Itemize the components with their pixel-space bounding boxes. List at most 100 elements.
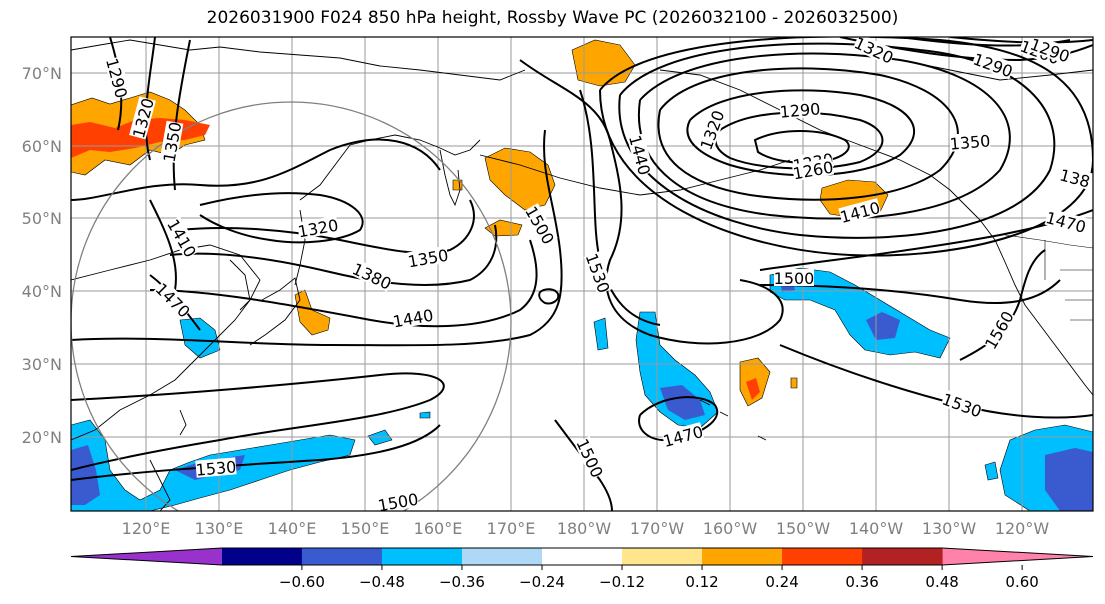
- contour-label: 138: [1058, 165, 1092, 191]
- negative-anomaly-patch: [660, 385, 705, 420]
- colorbar-tick-label: −0.12: [599, 573, 645, 591]
- coastline-alaska: [659, 69, 981, 221]
- contour-label: 1380: [349, 259, 394, 293]
- longitude-label: 130°W: [922, 519, 977, 538]
- contour-label: 1290: [102, 56, 131, 100]
- figure-title: 2026031900 F024 850 hPa height, Rossby W…: [206, 8, 899, 28]
- contour-label-bg: [1044, 208, 1088, 235]
- contour-1500-mid: [554, 419, 613, 511]
- coastline-asia: [71, 39, 526, 81]
- colorbar-segment: [221, 548, 303, 565]
- radius-circle: [71, 101, 512, 511]
- contour-label: 1290: [779, 99, 821, 121]
- colorbar-tick-label: 0.36: [845, 573, 878, 591]
- contour-label-bg: [523, 203, 558, 247]
- negative-anomaly-patch: [1045, 448, 1093, 511]
- longitude-label: 170°E: [487, 519, 536, 538]
- map-frame: [70, 36, 1094, 512]
- colorbar-tick-label: −0.36: [439, 573, 485, 591]
- longitude-label: 150°W: [776, 519, 831, 538]
- contour-closed-small: [538, 288, 560, 305]
- coastline-china: [71, 244, 261, 441]
- contour-1350-low: [637, 52, 1011, 220]
- coastline-kamchatka: [439, 149, 461, 207]
- contour-label-bg: [1028, 34, 1072, 65]
- contour-label-bg: [129, 96, 156, 140]
- contour-label-bg: [852, 33, 896, 66]
- coastline-aleutians: [479, 154, 791, 196]
- contour-label-bg: [104, 56, 131, 100]
- contour-label-bg: [153, 279, 194, 320]
- latitude-label: 40°N: [22, 282, 62, 301]
- contour-label: 1470: [661, 422, 705, 451]
- contour-1320-trough: [199, 192, 364, 244]
- contour-label-bg: [583, 251, 614, 295]
- contour-label-bg: [940, 389, 984, 420]
- colorbar-segment: [942, 548, 1093, 565]
- colorbar-tick-label: 0.24: [765, 573, 798, 591]
- longitude-label: 120°W: [995, 519, 1050, 538]
- coastline-japan: [249, 277, 301, 346]
- longitude-label: 180°W: [557, 519, 612, 538]
- negative-anomaly-patch: [71, 445, 100, 505]
- contour-label: 1530: [582, 251, 614, 296]
- latitude-label: 20°N: [22, 428, 62, 447]
- positive-anomaly-patch: [571, 39, 636, 87]
- contour-label-bg: [1053, 164, 1097, 191]
- colorbar-segment: [622, 548, 703, 565]
- longitude-label: 160°W: [703, 519, 758, 538]
- longitude-label: 160°E: [414, 519, 463, 538]
- contour-1440-north: [519, 59, 784, 345]
- contour-label-bg: [165, 216, 200, 260]
- contour-label: 1350: [406, 246, 449, 272]
- contour-label: 1290: [970, 50, 1015, 82]
- colorbar-outline: [70, 547, 1094, 566]
- contour-1410-left: [149, 199, 177, 291]
- contour-label: 1440: [391, 306, 434, 332]
- strong-positive-anomaly-patch: [746, 378, 760, 400]
- longitude-label: 120°E: [122, 519, 171, 538]
- contour-label-bg: [350, 259, 394, 292]
- longitude-labels: 120°E 130°E 140°E 150°E 160°E 170°E 180°W 170°W…: [122, 519, 1050, 538]
- contour-label-bg: [791, 157, 835, 182]
- graticule: [71, 37, 1093, 511]
- colorbar-segment: [782, 548, 863, 565]
- contour-1500-south: [71, 424, 441, 481]
- coastline-hawaii: [699, 399, 767, 441]
- colorbar-tick-label: −0.60: [279, 573, 325, 591]
- negative-anomaly-patch: [866, 312, 900, 340]
- contour-label-bg: [406, 245, 450, 270]
- contour-label-bg: [838, 198, 882, 225]
- contour-1380-low: [618, 42, 1056, 239]
- latitude-labels: 70°N 60°N 50°N 40°N 30°N 20°N: [22, 64, 62, 447]
- contour-label-bg: [696, 108, 727, 152]
- contour-1320-low: [657, 67, 959, 201]
- longitude-label: 140°W: [849, 519, 904, 538]
- coastline-taiwan: [179, 409, 187, 436]
- contour-label-bg: [376, 489, 420, 514]
- contour-1350-trough: [179, 199, 475, 254]
- colorbar-segment: [301, 548, 383, 565]
- longitude-label: 130°E: [195, 519, 244, 538]
- latitude-label: 50°N: [22, 209, 62, 228]
- contour-label-bg: [627, 133, 654, 177]
- contour-1470-hawaii: [638, 396, 719, 442]
- colorbar-segment: [71, 548, 222, 565]
- colorbar-tick-label: −0.24: [519, 573, 565, 591]
- contour-label-bg: [195, 457, 237, 478]
- contour-1530-mid: [579, 89, 661, 326]
- colorbar: −0.60 −0.48 −0.36 −0.24 −0.12 0.12 0.24 0.36 0.4…: [70, 547, 1094, 591]
- contour-1500: [71, 129, 563, 347]
- negative-anomaly-patch: [984, 461, 999, 481]
- positive-anomaly-patch: [294, 289, 331, 336]
- border-us-canada: [1004, 234, 1093, 249]
- contour-1350: [172, 39, 191, 191]
- contour-label: 1440: [625, 133, 654, 177]
- contour-label-bg: [159, 120, 184, 164]
- colorbar-tick-label: 0.48: [925, 573, 958, 591]
- contour-label-bg: [774, 269, 814, 286]
- contour-label: 1320: [851, 33, 896, 67]
- negative-anomaly-patch: [179, 317, 221, 359]
- contour-label: 1320: [296, 216, 339, 242]
- latitude-label: 60°N: [22, 137, 62, 156]
